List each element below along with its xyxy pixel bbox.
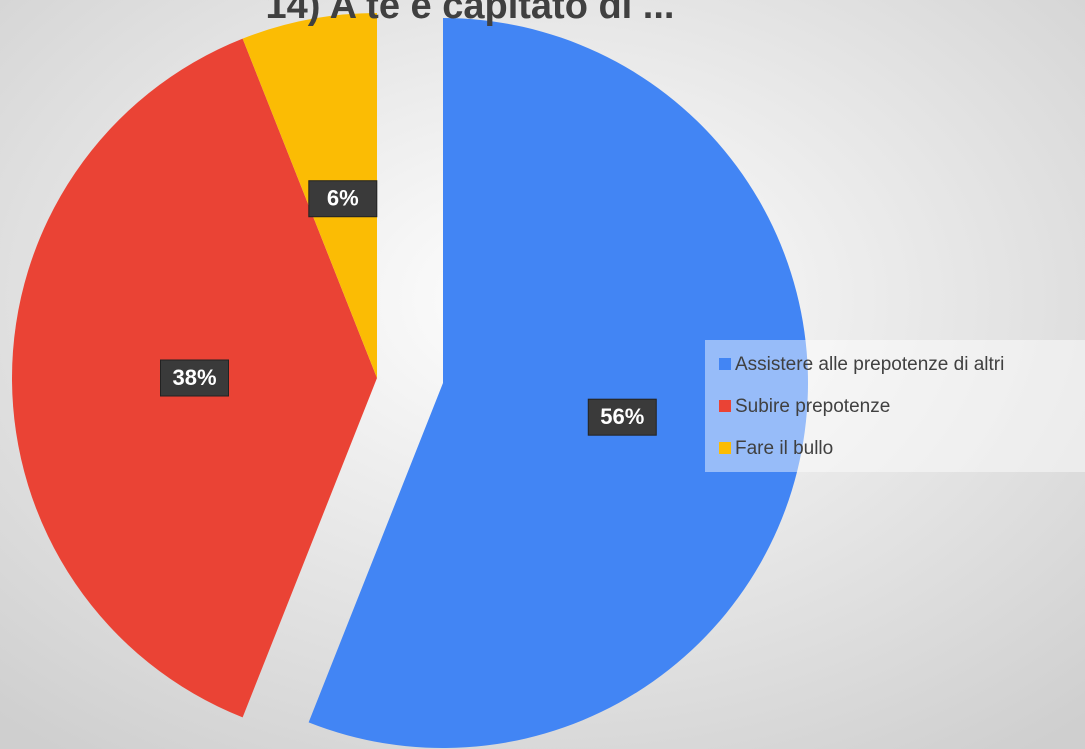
data-label-box: [160, 359, 229, 397]
data-label: 6%: [327, 186, 359, 211]
legend-swatch: [719, 442, 731, 454]
data-label-box: [308, 180, 378, 218]
chart-title: 14) A te è capitato di ...: [266, 0, 675, 27]
data-label: 38%: [172, 365, 216, 390]
legend-box: [705, 340, 1085, 472]
legend-label: Fare il bullo: [735, 438, 833, 459]
legend-swatch: [719, 400, 731, 412]
legend-label: Subire prepotenze: [735, 396, 890, 417]
legend-label: Assistere alle prepotenze di altri: [735, 354, 1004, 375]
pie-slice: [308, 18, 808, 748]
data-label-box: [587, 398, 657, 436]
legend: Assistere alle prepotenze di altri Subire…: [719, 354, 1004, 459]
data-labels: 56% 38% 6%: [160, 180, 657, 436]
data-label: 56%: [600, 404, 644, 429]
legend-swatch: [719, 358, 731, 370]
